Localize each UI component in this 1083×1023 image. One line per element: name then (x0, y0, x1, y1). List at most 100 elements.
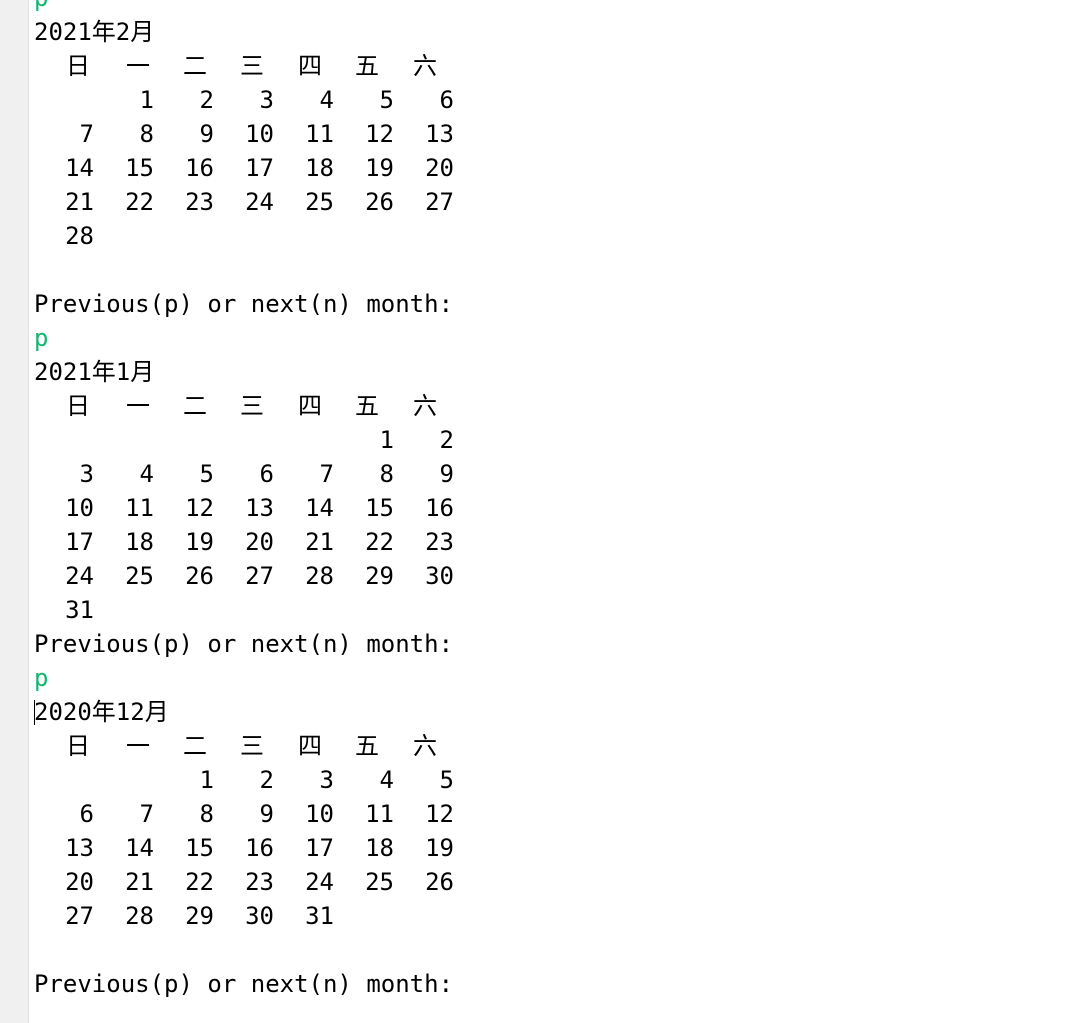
calendar-day: 8 (139, 120, 154, 148)
calendar-day: 15 (185, 834, 214, 862)
calendar-day: 12 (425, 800, 454, 828)
calendar-day: 13 (65, 834, 94, 862)
calendar-week-row: 24 25 26 27 28 29 30 (34, 559, 454, 593)
calendar-week-row: 21 22 23 24 25 26 27 (34, 185, 454, 219)
calendar-day: 26 (185, 562, 214, 590)
calendar-day: 28 (125, 902, 154, 930)
calendar-day: 28 (65, 222, 94, 250)
calendar-day: 14 (125, 834, 154, 862)
weekday-label: 五 (355, 732, 379, 760)
calendar-day: 3 (79, 460, 94, 488)
calendar-week-row: 7 8 9 10 11 12 13 (34, 117, 454, 151)
month-title: 2020年12月 (34, 698, 169, 726)
weekday-label: 一 (126, 732, 150, 760)
weekday-label: 日 (66, 732, 90, 760)
calendar-day: 12 (185, 494, 214, 522)
calendar-week-row: 27 28 29 30 31 (34, 899, 453, 933)
user-input-echo: p (34, 664, 49, 692)
calendar-day: 9 (199, 120, 214, 148)
calendar-day: 27 (245, 562, 274, 590)
calendar-week-row: 28 (34, 219, 453, 253)
calendar-day: 3 (319, 766, 334, 794)
calendar-day: 15 (365, 494, 394, 522)
calendar-week-row: 13 14 15 16 17 18 19 (34, 831, 454, 865)
calendar-day: 19 (365, 154, 394, 182)
calendar-day: 11 (305, 120, 334, 148)
calendar-day: 26 (365, 188, 394, 216)
calendar-day: 17 (305, 834, 334, 862)
calendar-week-row: 10 11 12 13 14 15 16 (34, 491, 454, 525)
calendar-week-row: 14 15 16 17 18 19 20 (34, 151, 454, 185)
weekday-label: 六 (413, 392, 437, 420)
calendar-week-row: 1 2 3 4 5 6 (34, 83, 454, 117)
calendar-day: 25 (125, 562, 154, 590)
calendar-day: 10 (65, 494, 94, 522)
calendar-day: 24 (65, 562, 94, 590)
calendar-day: 22 (365, 528, 394, 556)
blank-line (34, 933, 453, 967)
calendar-week-row: 6 7 8 9 10 11 12 (34, 797, 454, 831)
calendar-day: 28 (305, 562, 334, 590)
calendar-day: 26 (425, 868, 454, 896)
weekday-label: 六 (413, 732, 437, 760)
calendar-day: 23 (425, 528, 454, 556)
console-output[interactable]: p 2021年2月日一二三四五六123456789101112131415161… (34, 0, 454, 1001)
calendar-day: 14 (65, 154, 94, 182)
calendar-day: 22 (185, 868, 214, 896)
calendar-day: 17 (65, 528, 94, 556)
calendar-day: 31 (305, 902, 334, 930)
weekday-label: 六 (413, 52, 437, 80)
line-gutter (0, 0, 29, 1023)
calendar-day: 7 (79, 120, 94, 148)
calendar-day: 19 (425, 834, 454, 862)
weekday-label: 三 (240, 392, 264, 420)
weekday-label: 三 (240, 52, 264, 80)
calendar-day: 5 (379, 86, 394, 114)
calendar-day: 10 (245, 120, 274, 148)
weekday-label: 一 (126, 392, 150, 420)
calendar-day: 17 (245, 154, 274, 182)
calendar-day: 13 (245, 494, 274, 522)
weekday-label: 二 (183, 392, 207, 420)
calendar-day: 4 (379, 766, 394, 794)
calendar-day: 20 (65, 868, 94, 896)
calendar-day: 21 (305, 528, 334, 556)
calendar-day: 23 (185, 188, 214, 216)
calendar-day: 12 (365, 120, 394, 148)
calendar-week-row: 1 2 3 4 5 (34, 763, 454, 797)
month-title: 2021年1月 (34, 358, 155, 386)
weekday-label: 二 (183, 52, 207, 80)
calendar-day: 6 (79, 800, 94, 828)
calendar-day: 1 (379, 426, 394, 454)
prompt-line: Previous(p) or next(n) month: (34, 630, 454, 658)
calendar-day: 25 (365, 868, 394, 896)
calendar-day: 31 (65, 596, 94, 624)
calendar-day: 18 (125, 528, 154, 556)
calendar-day: 3 (259, 86, 274, 114)
text-caret (34, 700, 35, 725)
user-input-echo: p (34, 324, 49, 352)
calendar-day: 20 (245, 528, 274, 556)
calendar-day: 4 (139, 460, 154, 488)
prompt-line: Previous(p) or next(n) month: (34, 970, 454, 998)
weekday-header: 日一二三四五六 (34, 49, 453, 83)
calendar-day: 19 (185, 528, 214, 556)
calendar-day: 8 (379, 460, 394, 488)
calendar-day: 11 (365, 800, 394, 828)
calendar-day: 24 (305, 868, 334, 896)
calendar-day: 4 (319, 86, 334, 114)
calendar-day: 2 (259, 766, 274, 794)
user-input-echo: p (34, 0, 453, 15)
calendar-day: 21 (125, 868, 154, 896)
calendar-day: 30 (245, 902, 274, 930)
calendar-day: 16 (185, 154, 214, 182)
calendar-day: 30 (425, 562, 454, 590)
weekday-label: 三 (240, 732, 264, 760)
calendar-day: 1 (139, 86, 154, 114)
weekday-label: 一 (126, 52, 150, 80)
weekday-label: 二 (183, 732, 207, 760)
calendar-day: 20 (425, 154, 454, 182)
calendar-day: 2 (439, 426, 454, 454)
weekday-label: 四 (298, 732, 322, 760)
